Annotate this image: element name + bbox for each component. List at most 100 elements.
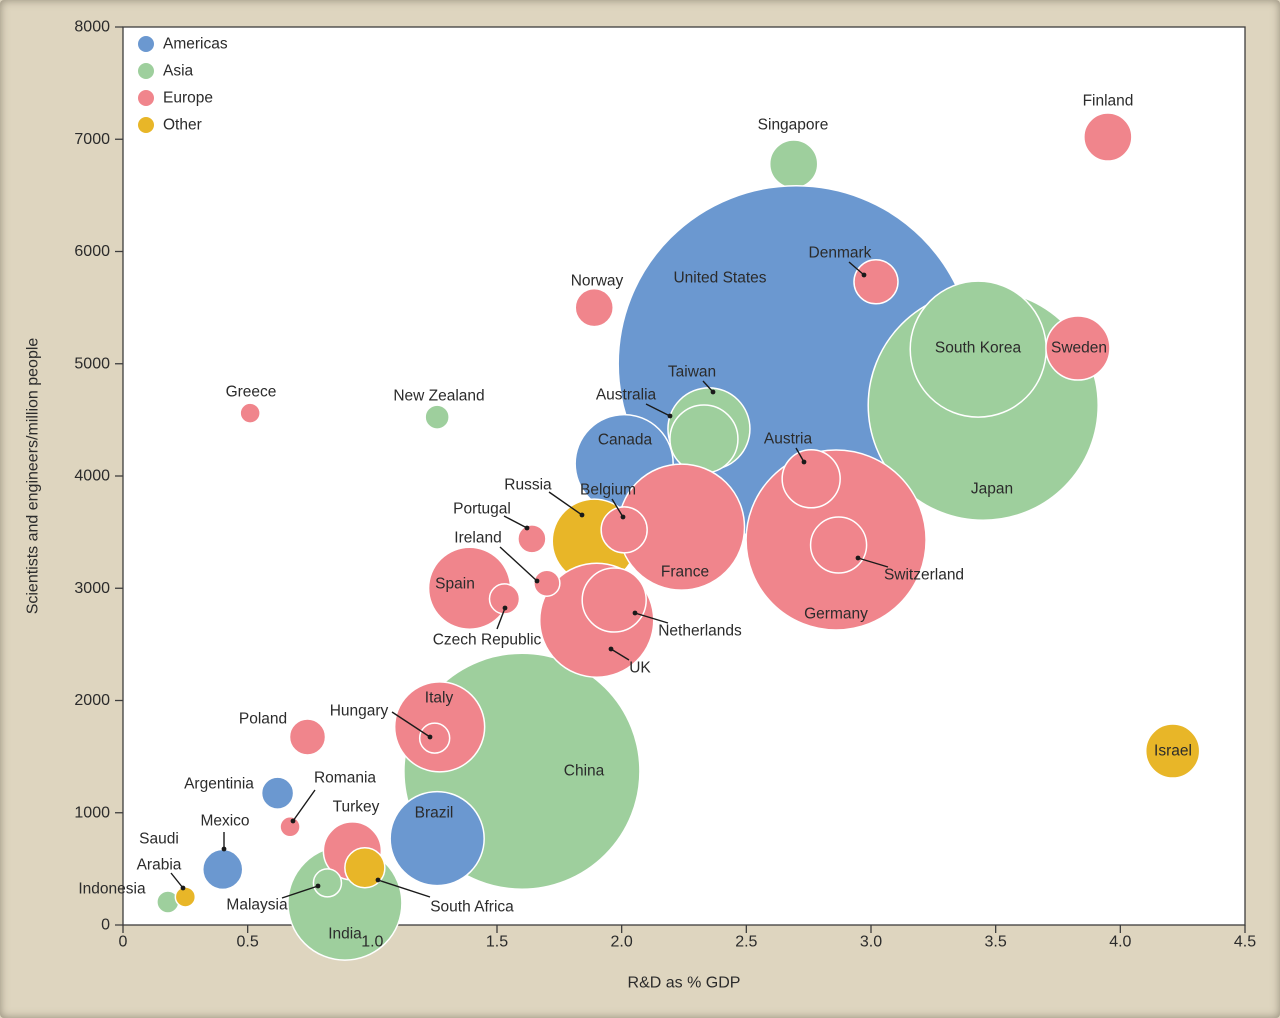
y-tick-label-4000: 4000: [74, 468, 110, 485]
label-hungary: Hungary: [330, 703, 389, 720]
x-axis-tick-labels: 0 0.5 1.0 1.5 2.0 2.5 3.0 3.5 4.0 4.5: [119, 934, 1257, 951]
label-sweden: Sweden: [1051, 340, 1107, 357]
label-india: India: [328, 926, 362, 943]
label-australia: Australia: [596, 387, 657, 404]
legend: Americas Asia Europe Other: [138, 36, 228, 134]
x-axis-title: R&D as % GDP: [628, 975, 741, 992]
label-taiwan: Taiwan: [668, 364, 716, 381]
leader-line-hungary: [391, 711, 431, 738]
leader-dot-saudi-arabia: [180, 885, 186, 891]
x-tick-label-3.5: 3.5: [985, 934, 1007, 951]
y-axis-tick-labels: 0 1000 2000 3000 4000 5000 6000 7000 8000: [74, 19, 110, 934]
label-finland: Finland: [1083, 93, 1134, 110]
label-austria: Austria: [764, 431, 813, 448]
y-tick-label-0: 0: [101, 917, 110, 934]
leader-line-portugal: [503, 515, 528, 529]
label-saudi-arabia-1: Saudi: [139, 831, 179, 848]
country-labels-layer: Singapore United States Japan South Korea Sw…: [78, 93, 1192, 943]
x-tick-label-0: 0: [119, 934, 128, 951]
legend-swatch-americas: [138, 36, 154, 52]
x-tick-label-2.0: 2.0: [611, 934, 633, 951]
label-canada: Canada: [598, 432, 653, 449]
y-tick-label-7000: 7000: [74, 131, 110, 148]
leader-dot-switzerland: [855, 555, 861, 561]
leader-dot-australia: [667, 413, 673, 419]
y-tick-label-2000: 2000: [74, 692, 110, 709]
bubble-brazil: [389, 790, 485, 887]
leader-dot-malaysia: [315, 883, 321, 889]
label-argentinia: Argentinia: [184, 776, 254, 793]
y-tick-label-1000: 1000: [74, 804, 110, 821]
leader-line-taiwan: [702, 380, 714, 393]
bubbles-layer: [156, 112, 1201, 961]
y-tick-label-6000: 6000: [74, 243, 110, 260]
label-switzerland: Switzerland: [884, 567, 964, 584]
label-japan: Japan: [971, 481, 1013, 498]
label-spain: Spain: [435, 576, 475, 593]
y-tick-label-8000: 8000: [74, 19, 110, 36]
leader-line-saudi-arabia: [170, 872, 184, 889]
x-tick-label-0.5: 0.5: [237, 934, 259, 951]
bubble-netherlands: [581, 567, 647, 633]
leader-line-czech-republic: [496, 607, 506, 630]
leader-dot-taiwan: [710, 389, 716, 395]
bubble-sweden: [1045, 315, 1111, 381]
bubble-australia: [669, 404, 739, 474]
label-norway: Norway: [571, 273, 624, 290]
leader-dot-belgium: [620, 514, 626, 520]
x-tick-label-1.5: 1.5: [486, 934, 508, 951]
bubble-mexico: [201, 848, 244, 891]
bubble-denmark: [853, 259, 899, 305]
label-netherlands: Netherlands: [658, 623, 742, 640]
legend-label-other: Other: [163, 117, 202, 134]
label-portugal: Portugal: [453, 501, 511, 518]
bubble-hungary: [418, 722, 451, 754]
leader-line-denmark: [848, 261, 865, 276]
x-tick-label-1.0: 1.0: [361, 934, 383, 951]
leader-dot-austria: [801, 459, 807, 465]
label-israel: Israel: [1154, 743, 1192, 760]
leader-line-russia: [548, 491, 583, 516]
bubble-malaysia: [312, 868, 343, 898]
label-poland: Poland: [239, 711, 287, 728]
legend-swatch-asia: [138, 63, 154, 79]
leader-dot-netherlands: [632, 610, 638, 616]
bubble-saudi-arabia: [174, 886, 197, 908]
leader-dot-south-africa: [375, 877, 381, 883]
x-tick-label-2.5: 2.5: [735, 934, 757, 951]
leader-line-netherlands: [634, 612, 669, 624]
label-belgium: Belgium: [580, 482, 636, 499]
legend-swatch-other: [138, 117, 154, 133]
label-malaysia: Malaysia: [226, 897, 288, 914]
y-tick-label-5000: 5000: [74, 355, 110, 372]
bubble-switzerland: [809, 516, 868, 574]
label-saudi-arabia-2: Arabia: [137, 857, 182, 874]
label-united-states: United States: [673, 270, 766, 287]
bubble-belgium: [600, 506, 648, 554]
label-russia: Russia: [504, 477, 552, 494]
leader-line-south-africa: [377, 879, 431, 898]
bubble-norway: [574, 287, 614, 328]
leader-line-malaysia: [281, 885, 319, 899]
y-axis-title: Scientists and engineers/million people: [25, 338, 42, 615]
legend-label-asia: Asia: [163, 63, 194, 80]
bubble-poland: [288, 718, 327, 756]
leader-line-belgium: [611, 498, 624, 518]
bubble-ireland: [533, 569, 561, 597]
bubble-israel: [1144, 723, 1201, 779]
leader-dot-portugal: [524, 525, 530, 531]
leader-dot-hungary: [427, 734, 433, 740]
label-greece: Greece: [226, 384, 277, 401]
bubble-greece: [239, 402, 261, 424]
leader-dot-uk: [608, 646, 614, 652]
label-turkey: Turkey: [333, 799, 380, 816]
leader-line-ireland: [499, 546, 538, 582]
bubble-argentinia: [260, 776, 295, 810]
bubble-portugal: [517, 524, 547, 554]
legend-label-europe: Europe: [163, 90, 213, 107]
y-tick-label-3000: 3000: [74, 580, 110, 597]
leader-dot-romania: [290, 818, 296, 824]
label-indonesia: Indonesia: [78, 881, 146, 898]
